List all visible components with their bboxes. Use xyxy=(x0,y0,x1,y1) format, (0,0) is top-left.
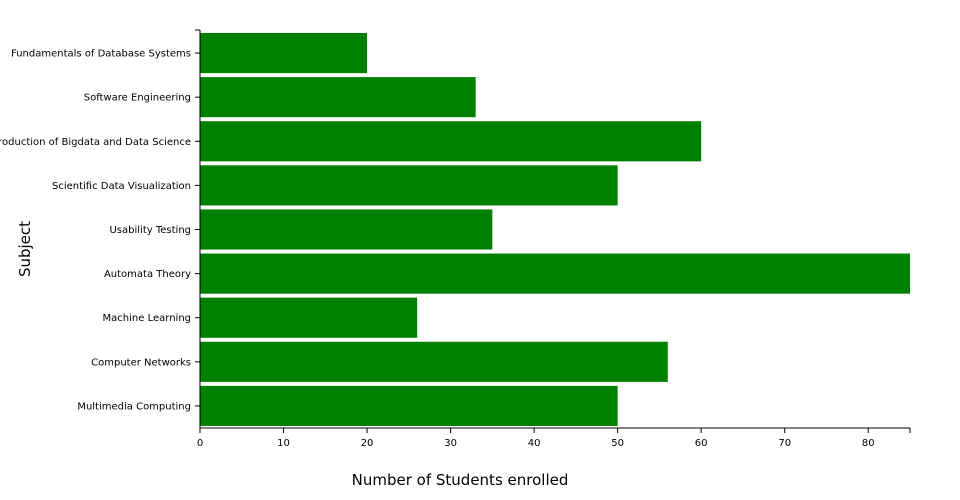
bars-group xyxy=(200,32,910,427)
x-tick-label-6: 60 xyxy=(695,438,708,449)
bar-4 xyxy=(200,209,493,250)
bar-5 xyxy=(200,253,910,294)
x-tick-label-4: 40 xyxy=(528,438,541,449)
bar-8 xyxy=(200,385,618,427)
x-tick-label-1: 10 xyxy=(277,438,290,449)
bar-2 xyxy=(200,121,702,162)
y-axis-title: Subject xyxy=(16,221,34,277)
bar-6 xyxy=(200,297,418,338)
y-axis: Fundamentals of Database Systems Software… xyxy=(0,29,201,428)
x-tick-label-8: 80 xyxy=(862,438,875,449)
x-tick-label-2: 20 xyxy=(361,438,374,449)
x-tick-label-7: 70 xyxy=(778,438,791,449)
y-tick-label-7: Computer Networks xyxy=(91,357,191,368)
y-tick-label-5: Automata Theory xyxy=(104,269,191,280)
y-tick-label-0: Fundamentals of Database Systems xyxy=(11,49,191,60)
y-tick-label-1: Software Engineering xyxy=(84,93,191,104)
x-tick-label-0: 0 xyxy=(197,438,203,449)
bar-7 xyxy=(200,341,668,382)
x-tick-label-5: 50 xyxy=(611,438,624,449)
x-axis: 0 10 20 30 40 50 60 70 80 xyxy=(197,427,911,449)
bar-3 xyxy=(200,165,618,206)
bar-0 xyxy=(200,32,368,74)
y-tick-label-2: Introduction of Bigdata and Data Science xyxy=(0,137,191,148)
bar-1 xyxy=(200,77,476,118)
y-tick-label-8: Multimedia Computing xyxy=(77,401,191,412)
y-tick-label-3: Scientific Data Visualization xyxy=(52,181,191,192)
x-axis-title: Number of Students enrolled xyxy=(352,471,569,489)
y-tick-label-6: Machine Learning xyxy=(103,313,191,324)
y-tick-label-4: Usability Testing xyxy=(109,225,191,236)
x-tick-label-3: 30 xyxy=(444,438,457,449)
